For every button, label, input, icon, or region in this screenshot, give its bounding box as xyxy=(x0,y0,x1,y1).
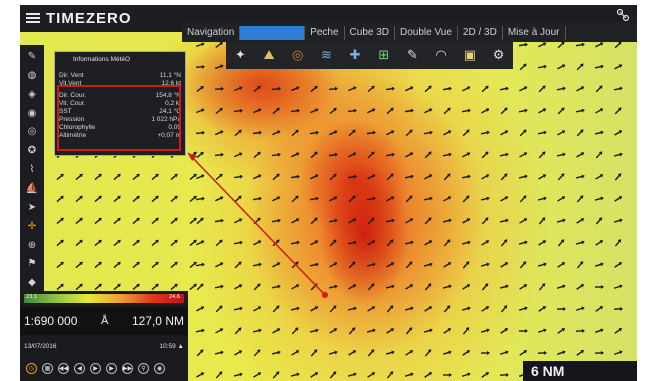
target-icon[interactable]: ◎ xyxy=(27,126,37,138)
info-row: Vit.Vent 12,6 kt xyxy=(59,80,181,87)
tab-double-vue[interactable]: Double Vue xyxy=(395,26,458,40)
scale-low-label: 23,1 xyxy=(26,294,38,300)
info-row-label: Dir. Cour. xyxy=(59,92,87,99)
satellite-icon[interactable]: ✚ xyxy=(349,48,361,63)
crosshair-icon[interactable]: ✛ xyxy=(27,220,37,232)
weather-info-panel: Informations MétéO Dir. Vent 11,1 °N Vit.V… xyxy=(54,51,186,156)
tab-mise-jour[interactable]: Mise à Jour xyxy=(503,26,566,40)
bottom-panel: 23,1 24,6 1:690 000 Å 127,0 NM 13/07/201… xyxy=(20,291,188,381)
info-highlight-box xyxy=(57,85,181,151)
info-row: SST 24,1 °C xyxy=(59,108,181,115)
boat-icon[interactable]: ⛵ xyxy=(25,182,39,194)
weather-icon[interactable]: ◎ xyxy=(292,48,304,63)
calendar-icon[interactable]: ▦ xyxy=(42,362,53,374)
sonar-icon[interactable]: ◠ xyxy=(435,48,447,63)
info-row-value: 24,1 °C xyxy=(159,108,181,115)
scale-ratio[interactable]: 1:690 000 xyxy=(24,314,78,328)
route-icon[interactable]: ⊞ xyxy=(378,48,390,63)
compass-icon[interactable]: ✦ xyxy=(234,48,246,63)
time-label[interactable]: 10:59 ▲ xyxy=(159,342,184,350)
info-row-label: SST xyxy=(59,108,72,115)
info-row: Vit. Cour. 0,2 kt xyxy=(59,100,181,107)
info-row-value: 0,2 kt xyxy=(165,100,181,107)
lock-icon[interactable]: ✪ xyxy=(27,145,37,157)
current-arrows xyxy=(56,41,623,379)
info-row-label: Pression xyxy=(59,116,85,123)
info-row: Dir. Vent 11,1 °N xyxy=(59,72,181,79)
menu-icon[interactable] xyxy=(26,13,40,23)
info-row-label: Chlorophylle xyxy=(59,124,96,131)
ruler-icon[interactable]: ⌇ xyxy=(29,164,35,176)
info-row-label: Altimétrie xyxy=(59,132,87,139)
info-row: Pression 1 022 hPa xyxy=(59,116,181,123)
tab-planification[interactable]: Planification xyxy=(240,26,306,40)
tab-2d-3d[interactable]: 2D / 3D xyxy=(458,26,503,40)
search-icon[interactable]: ⚲ xyxy=(138,362,149,374)
step-back-icon[interactable]: ◀ xyxy=(74,362,85,374)
info-row-value: 11,1 °N xyxy=(159,72,181,79)
mode-tabs: Navigation Planification Peche Cube 3D Doubl… xyxy=(182,26,566,40)
current-icon[interactable]: ≋ xyxy=(320,48,332,63)
book-icon[interactable]: ▣ xyxy=(463,48,476,63)
range-icon: Å xyxy=(101,315,109,327)
layers-icon[interactable]: ◈ xyxy=(28,88,36,100)
scale-high-label: 24,6 xyxy=(168,294,180,300)
date-row: 13/07/2016 10:59 ▲ xyxy=(20,339,188,353)
grip-icon[interactable] xyxy=(616,8,630,22)
ais-icon[interactable]: ◆ xyxy=(28,277,36,289)
app-logo[interactable]: TIMEZERO xyxy=(26,8,132,28)
info-row: Chlorophylle 0,09 xyxy=(59,124,181,131)
date-label[interactable]: 13/07/2016 xyxy=(24,342,57,350)
info-row-value: 0,09 xyxy=(168,124,181,131)
playback-controls: ◷ ▦ ◀◀ ◀ ▶ ▶ ▶▶ ⚲ ◉ xyxy=(20,357,188,379)
logo-text: TIMEZERO xyxy=(46,9,132,27)
step-forward-icon[interactable]: ▶ xyxy=(106,362,117,374)
timezero-window: TIMEZERO Navigation Planification Peche Cub… xyxy=(20,5,637,381)
flag-icon[interactable]: ⚑ xyxy=(27,258,37,270)
rewind-icon[interactable]: ◀◀ xyxy=(58,362,69,374)
tab-navigation[interactable]: Navigation xyxy=(182,26,241,40)
pen-icon[interactable]: ✎ xyxy=(407,48,418,63)
eye-icon[interactable]: ◉ xyxy=(154,362,165,374)
info-row-label: Dir. Vent xyxy=(59,72,84,79)
sst-scale-bar xyxy=(24,294,184,303)
info-row-value: 1 022 hPa xyxy=(151,116,181,123)
info-row: Altimétrie +0,07 m xyxy=(59,132,181,139)
distance-label: 6 NM xyxy=(523,361,637,381)
left-toolbar: ✎◍◈◉◎✪⌇⛵➤✛⊕⚑◆⤳ xyxy=(20,45,44,309)
vessel-icon[interactable]: ➤ xyxy=(27,201,37,213)
zoom-icon[interactable]: ⊕ xyxy=(27,239,37,251)
clock-icon[interactable]: ◷ xyxy=(26,362,37,374)
chart-layer-icon[interactable]: ⛰ xyxy=(263,48,275,63)
eraser-icon[interactable]: ◍ xyxy=(27,69,37,81)
settings-icon[interactable]: ⚙ xyxy=(492,48,505,63)
pencil-icon[interactable]: ✎ xyxy=(27,50,37,62)
globe-icon[interactable]: ◉ xyxy=(27,107,37,119)
info-panel-title: Informations MétéO xyxy=(73,56,131,63)
info-row-label: Vit.Vent xyxy=(59,80,82,87)
info-row: Dir. Cour. 154,8 °N xyxy=(59,92,181,99)
range-value[interactable]: 127,0 NM xyxy=(131,314,184,328)
info-row-value: 154,8 °N xyxy=(155,92,181,99)
layer-toolbar: ✦ ⛰ ◎ ≋ ✚ ⊞ ✎ ◠ ▣ ⚙ xyxy=(226,42,513,69)
play-icon[interactable]: ▶ xyxy=(90,362,101,374)
info-row-value: 12,6 kt xyxy=(161,80,181,87)
tab-cube-3d[interactable]: Cube 3D xyxy=(345,26,396,40)
tab-peche[interactable]: Peche xyxy=(305,26,345,40)
info-row-label: Vit. Cour. xyxy=(59,100,86,107)
forward-icon[interactable]: ▶▶ xyxy=(122,362,133,374)
scale-row: 1:690 000 Å 127,0 NM xyxy=(20,307,188,335)
info-row-value: +0,07 m xyxy=(157,132,181,139)
